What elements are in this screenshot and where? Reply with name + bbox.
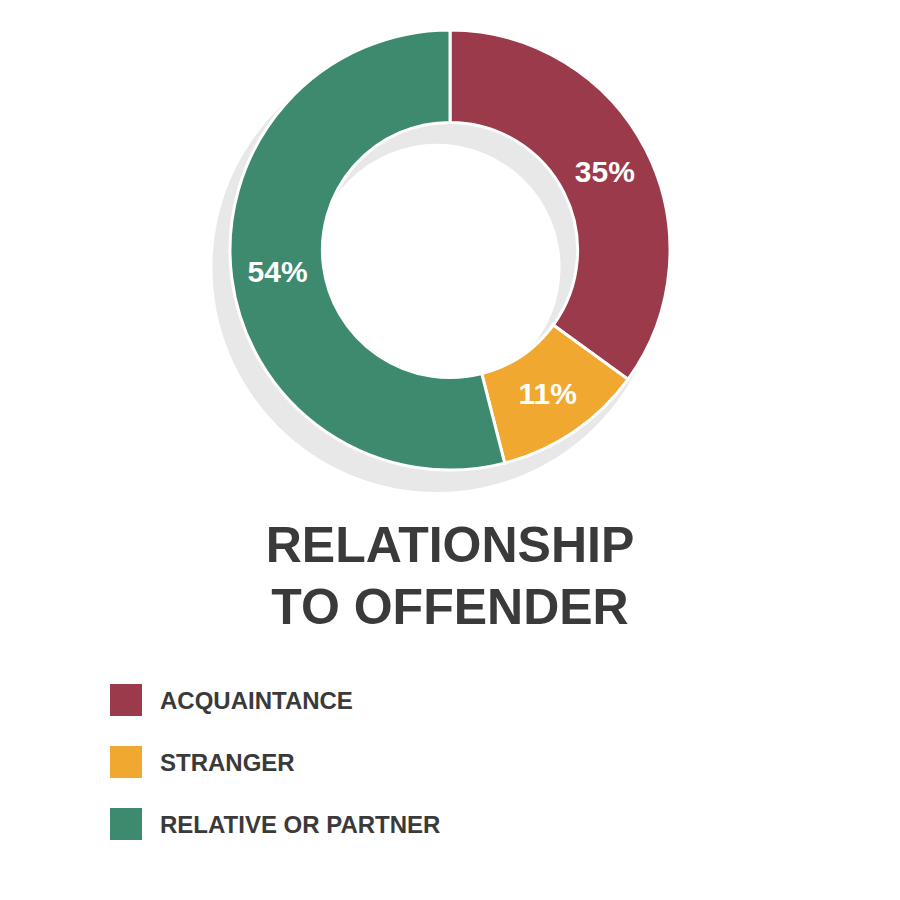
legend-swatch xyxy=(110,746,142,778)
donut-slice xyxy=(230,30,505,470)
title-group: RELATIONSHIP TO OFFENDER xyxy=(266,517,635,635)
legend: ACQUAINTANCE STRANGER RELATIVE OR PARTNER xyxy=(110,684,440,840)
legend-label: RELATIVE OR PARTNER xyxy=(160,811,440,838)
donut: 35% 11% 54% xyxy=(212,30,670,492)
legend-item: STRANGER xyxy=(110,746,295,778)
legend-label: ACQUAINTANCE xyxy=(160,687,353,714)
data-label: 35% xyxy=(575,155,635,188)
donut-slice xyxy=(482,325,628,463)
title: RELATIONSHIP xyxy=(266,517,635,573)
data-labels: 35% 11% 54% xyxy=(248,155,635,411)
legend-label: STRANGER xyxy=(160,749,295,776)
legend-item: RELATIVE OR PARTNER xyxy=(110,808,440,840)
data-label: 54% xyxy=(248,255,308,288)
legend-item: ACQUAINTANCE xyxy=(110,684,353,716)
legend-swatch xyxy=(110,684,142,716)
donut-slice xyxy=(450,30,670,379)
title: TO OFFENDER xyxy=(271,579,628,635)
data-label: 11% xyxy=(518,377,576,410)
slices xyxy=(230,30,670,470)
chart: 35% 11% 54% RELATIONSHIP TO OFFENDER ACQUAINT… xyxy=(0,0,900,900)
legend-swatch xyxy=(110,808,142,840)
